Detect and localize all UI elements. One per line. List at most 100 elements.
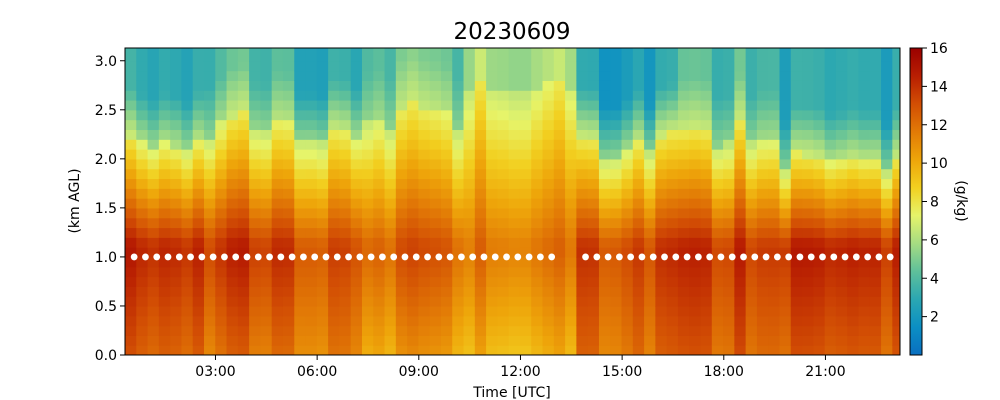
heatmap-cell <box>802 168 814 180</box>
heatmap-cell <box>350 119 363 131</box>
heatmap-cell <box>147 139 160 150</box>
heatmap-cell <box>147 149 160 160</box>
heatmap-cell <box>632 90 645 101</box>
heatmap-cell <box>294 99 307 111</box>
heatmap-cell <box>881 139 893 150</box>
heatmap-cell <box>869 90 882 101</box>
heatmap-cell <box>497 60 510 72</box>
heatmap-cell <box>565 207 577 219</box>
heatmap-cell <box>531 217 544 229</box>
marker-point <box>379 253 386 261</box>
heatmap-cell <box>418 188 431 199</box>
heatmap-cell <box>847 149 860 160</box>
heatmap-cell <box>282 305 295 317</box>
heatmap-cell <box>531 109 544 121</box>
heatmap-cell <box>847 305 860 317</box>
heatmap-cell <box>835 335 848 346</box>
heatmap-cell <box>745 90 758 101</box>
heatmap-cell <box>497 90 510 101</box>
heatmap-cell <box>858 80 871 91</box>
heatmap-cell <box>734 286 747 297</box>
heatmap-cell <box>813 129 826 140</box>
heatmap-cell <box>395 227 408 238</box>
heatmap-cell <box>215 227 228 238</box>
heatmap-cell <box>407 217 419 229</box>
heatmap-cell <box>237 296 250 307</box>
heatmap-cell <box>610 188 623 199</box>
heatmap-cell <box>282 247 295 258</box>
heatmap-cell <box>384 109 397 121</box>
heatmap-cell <box>542 158 555 170</box>
heatmap-cell <box>756 188 769 199</box>
heatmap-cell <box>756 286 769 297</box>
heatmap-cell <box>407 119 419 131</box>
heatmap-cell <box>181 276 194 287</box>
heatmap-cell <box>328 276 340 287</box>
heatmap-cell <box>576 266 589 278</box>
heatmap-cell <box>723 168 735 180</box>
heatmap-cell <box>339 158 352 170</box>
heatmap-cell <box>745 286 758 297</box>
heatmap-cell <box>429 149 442 160</box>
heatmap-cell <box>869 325 882 336</box>
heatmap-cell <box>192 168 205 180</box>
heatmap-cell <box>316 158 329 170</box>
heatmap-cell <box>802 296 814 307</box>
heatmap-cell <box>858 188 871 199</box>
heatmap-cell <box>226 139 239 150</box>
heatmap-cell <box>565 80 577 91</box>
heatmap-cell <box>497 119 510 131</box>
heatmap-cell <box>677 286 690 297</box>
heatmap-cell <box>745 139 758 150</box>
heatmap-cell <box>802 90 814 101</box>
heatmap-cell <box>813 276 826 287</box>
heatmap-cell <box>474 188 487 199</box>
heatmap-cell <box>881 168 893 180</box>
heatmap-cell <box>677 99 690 111</box>
heatmap-cell <box>768 178 781 189</box>
heatmap-cell <box>452 335 465 346</box>
heatmap-cell <box>576 256 589 268</box>
heatmap-cell <box>158 227 171 238</box>
heatmap-cell <box>531 158 544 170</box>
heatmap-cell <box>655 207 668 219</box>
marker-point <box>412 253 420 261</box>
heatmap-cell <box>170 305 183 317</box>
heatmap-cell <box>565 70 577 81</box>
heatmap-cell <box>282 188 295 199</box>
heatmap-cell <box>316 276 329 287</box>
heatmap-cell <box>723 198 735 209</box>
heatmap-cell <box>497 48 510 62</box>
heatmap-cell <box>542 335 555 346</box>
heatmap-cell <box>237 129 250 140</box>
heatmap-cell <box>328 256 340 268</box>
heatmap-cell <box>316 247 329 258</box>
heatmap-cell <box>519 99 532 111</box>
heatmap-cell <box>136 296 149 307</box>
heatmap-cell <box>170 60 183 72</box>
heatmap-cell <box>452 60 465 72</box>
heatmap-cell <box>181 129 194 140</box>
heatmap-cell <box>824 247 837 258</box>
heatmap-cell <box>745 227 758 238</box>
heatmap-cell <box>677 325 690 336</box>
marker-point <box>424 253 431 261</box>
heatmap-cell <box>734 345 747 355</box>
heatmap-cell <box>621 168 634 180</box>
heatmap-cell <box>350 296 363 307</box>
heatmap-cell <box>835 296 848 307</box>
heatmap-cell <box>689 296 702 307</box>
heatmap-cell <box>339 90 352 101</box>
heatmap-cell <box>305 345 318 355</box>
heatmap-cell <box>147 325 160 336</box>
heatmap-cell <box>531 90 544 101</box>
heatmap-cell <box>892 149 900 160</box>
heatmap-cell <box>282 168 295 180</box>
heatmap-cell <box>170 178 183 189</box>
heatmap-cell <box>677 305 690 317</box>
heatmap-cell <box>282 139 295 150</box>
heatmap-cell <box>339 315 352 327</box>
heatmap-cell <box>429 80 442 91</box>
heatmap-cell <box>790 60 803 72</box>
heatmap-cell <box>271 70 284 81</box>
